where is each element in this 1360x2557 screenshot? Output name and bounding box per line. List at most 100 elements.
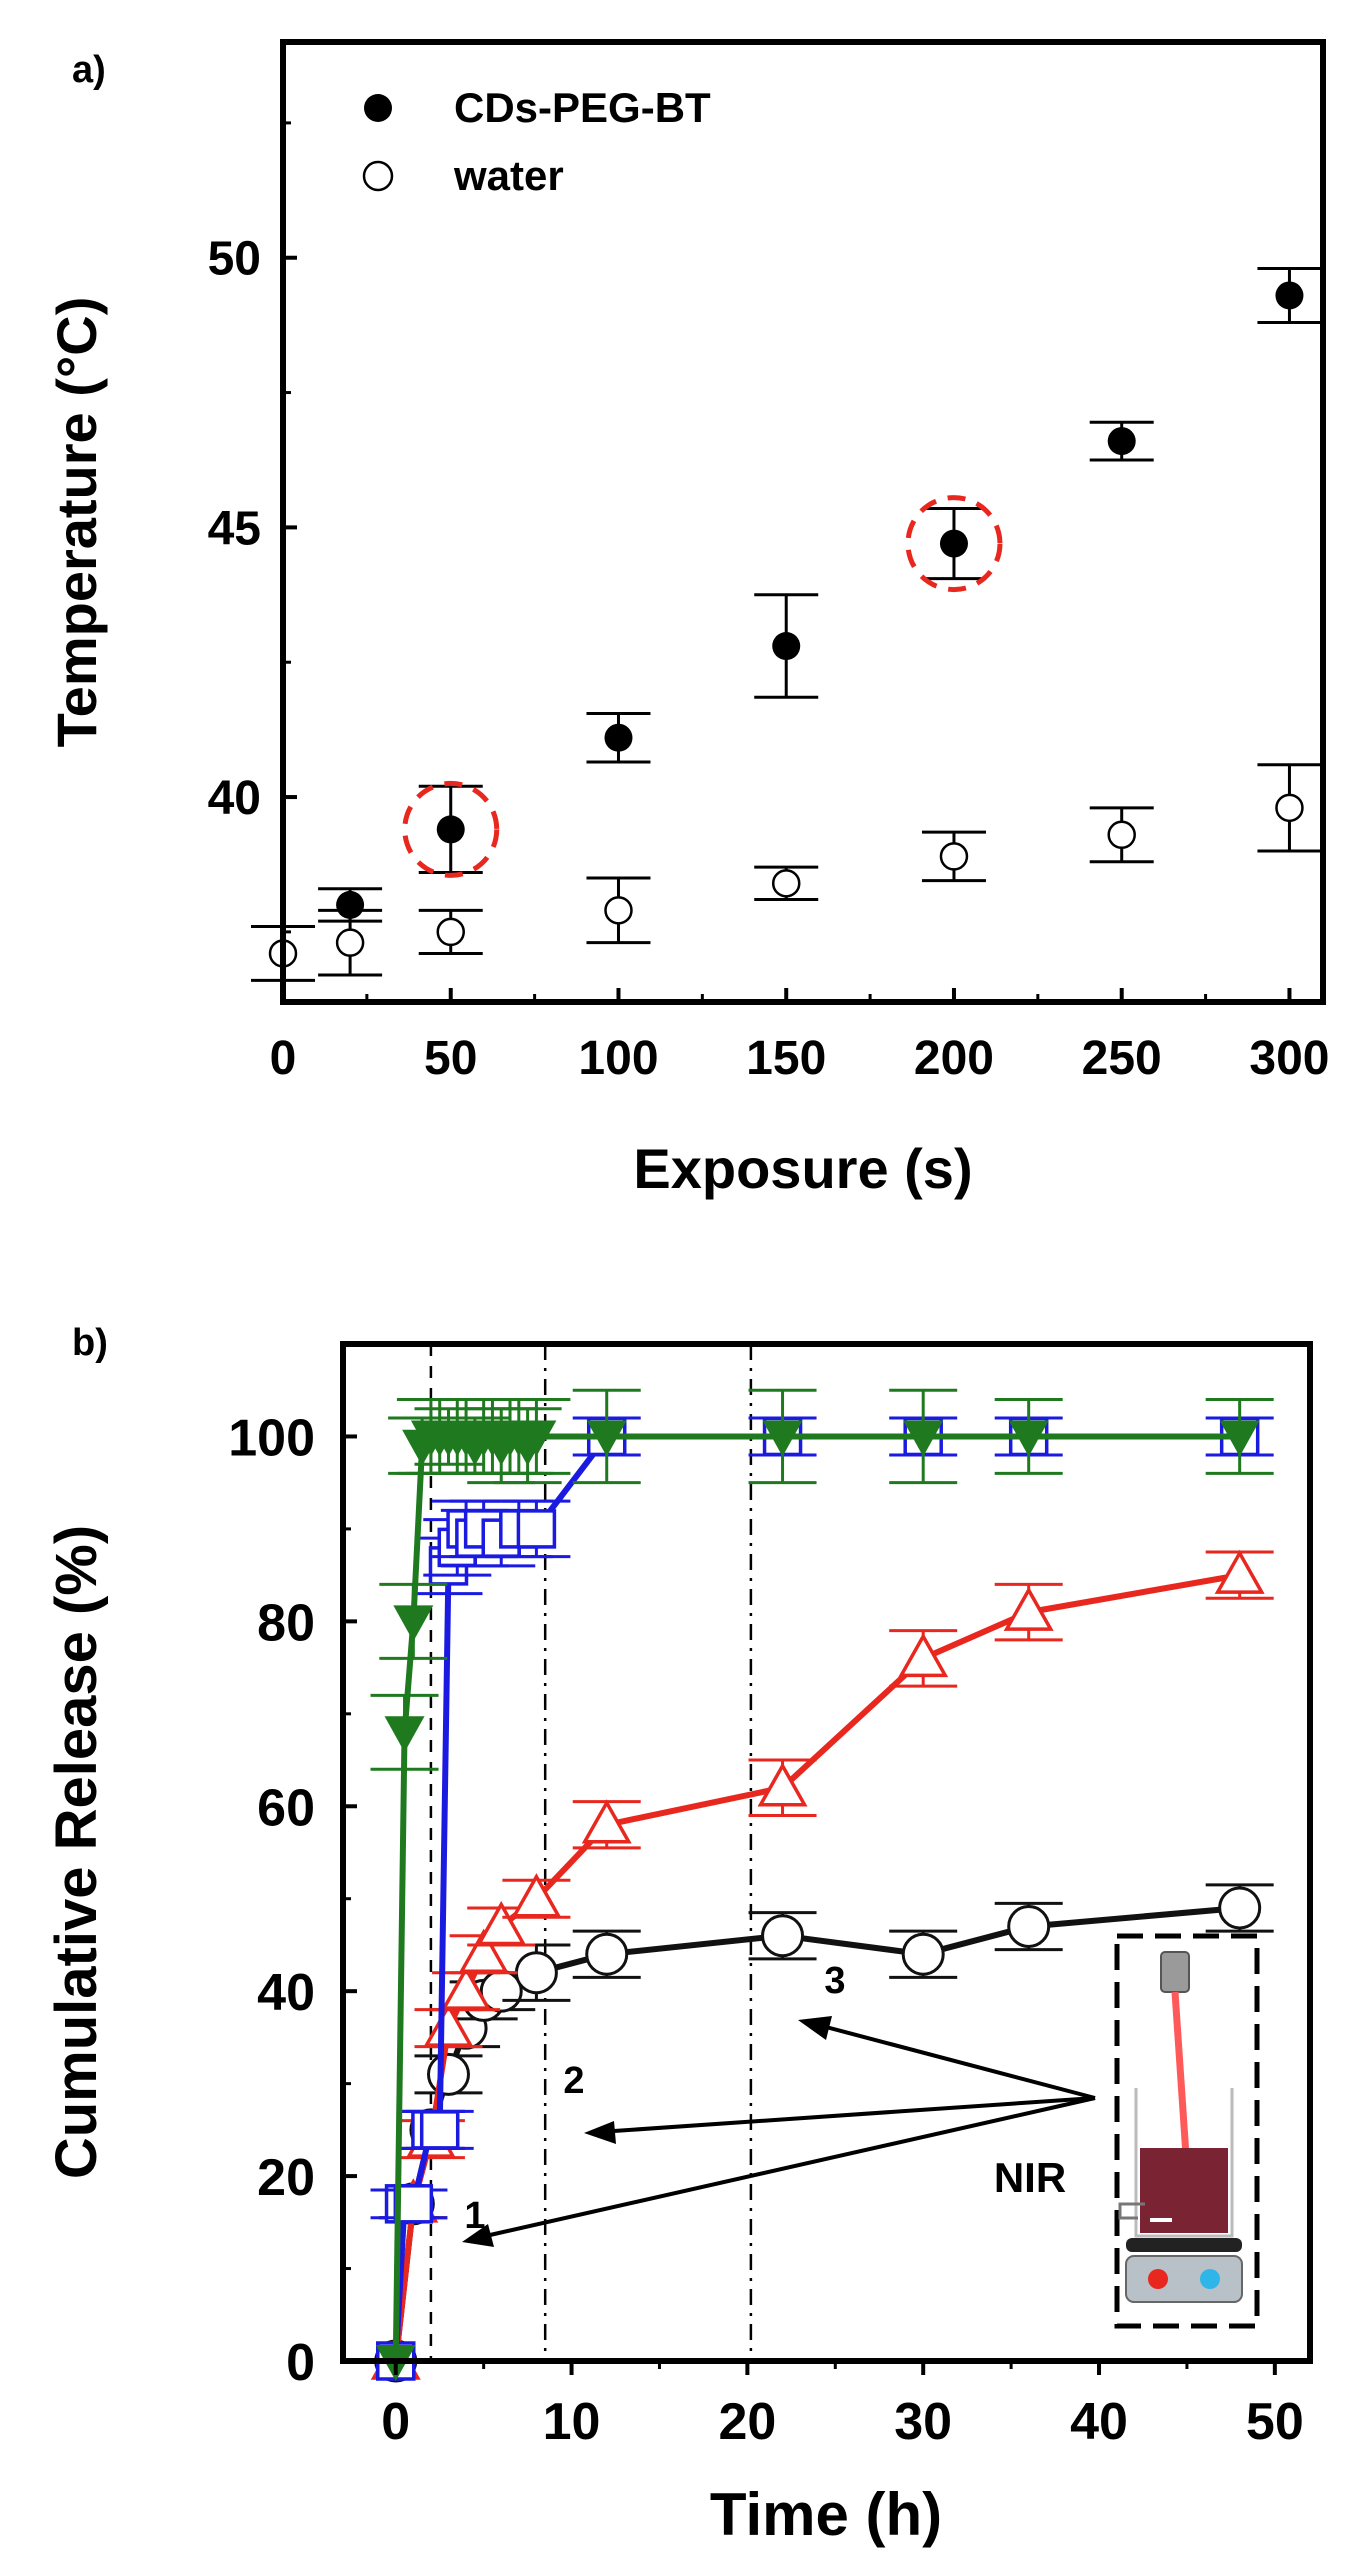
point-water-250 xyxy=(1107,820,1136,850)
arrow-3-head xyxy=(798,2016,832,2040)
point-water-200 xyxy=(939,842,969,871)
panel-a-xlabel: Exposure (s) xyxy=(633,1137,972,1200)
point-red-6 xyxy=(476,1900,527,1946)
stir-bar xyxy=(1150,2218,1172,2222)
point-cds-peg-bt-150 xyxy=(772,632,801,661)
hotplate-top xyxy=(1126,2238,1242,2252)
point-green-16 xyxy=(516,1420,557,1457)
y-tick-label-b-80: 80 xyxy=(257,1594,315,1652)
point-water-300 xyxy=(1275,793,1304,823)
nir-arrows: NIR xyxy=(462,2016,1096,2247)
beaker-icon xyxy=(1134,2088,1234,2238)
point-green-2 xyxy=(393,1605,434,1642)
panel-a-ylabel: Temperature (°C) xyxy=(45,297,108,748)
point-cds-peg-bt-300 xyxy=(1275,281,1304,310)
point-water-50 xyxy=(436,917,465,947)
point-red-8 xyxy=(581,1799,632,1844)
point-cds-peg-bt-100 xyxy=(604,723,633,752)
vline-label-2: 2 xyxy=(563,2060,584,2102)
point-cds-peg-bt-250 xyxy=(1107,427,1136,456)
point-green-18 xyxy=(762,1420,803,1457)
point-black-3 xyxy=(426,2052,470,2096)
point-black-10 xyxy=(901,1932,945,1976)
y-tick-label-a-40: 40 xyxy=(208,772,261,825)
laser-head-icon xyxy=(1160,1951,1190,1993)
panel-a-label: a) xyxy=(72,49,106,91)
y-tick-label-a-50: 50 xyxy=(208,233,261,286)
legend-marker-water xyxy=(362,160,394,192)
x-tick-label-a-300: 300 xyxy=(1249,1032,1329,1085)
x-tick-label-b-30: 30 xyxy=(894,2393,952,2451)
point-blue-12 xyxy=(516,1509,557,1549)
point-red-10 xyxy=(898,1632,949,1678)
point-cds-peg-bt-200 xyxy=(939,529,968,558)
x-tick-label-a-250: 250 xyxy=(1082,1032,1162,1085)
panel-b-marks xyxy=(370,1388,1274,2383)
point-red-12 xyxy=(1214,1549,1265,1594)
point-green-1 xyxy=(384,1716,425,1753)
point-red-7 xyxy=(511,1873,562,1918)
arrow-2 xyxy=(613,2096,1096,2133)
panel-b-ylabel: Cumulative Release (%) xyxy=(44,1525,109,2179)
y-tick-label-a-45: 45 xyxy=(208,502,261,555)
x-tick-label-b-20: 20 xyxy=(718,2393,776,2451)
legend-label-cds-peg-bt: CDs-PEG-BT xyxy=(454,84,711,131)
vline-label-1: 1 xyxy=(464,2195,485,2237)
point-cds-peg-bt-50 xyxy=(436,815,465,844)
x-tick-label-a-50: 50 xyxy=(424,1032,477,1085)
point-blue-4 xyxy=(419,2110,460,2150)
stirrer-knob-blue-icon xyxy=(1200,2269,1220,2289)
point-green-20 xyxy=(1008,1420,1049,1457)
arrow-3 xyxy=(825,2025,1096,2100)
panel-b-frame xyxy=(340,1341,1313,2364)
highlight-circle-2 xyxy=(905,495,1003,593)
point-black-9 xyxy=(761,1914,805,1958)
point-black-11 xyxy=(1007,1904,1051,1948)
x-tick-label-a-100: 100 xyxy=(578,1032,658,1085)
panel-a-frame xyxy=(280,39,1326,1005)
arrow-2-head xyxy=(584,2121,616,2144)
point-green-21 xyxy=(1219,1420,1260,1457)
point-red-11 xyxy=(1003,1586,1054,1631)
x-tick-label-b-50: 50 xyxy=(1246,2393,1304,2451)
point-water-20 xyxy=(335,928,365,957)
legend-marker-cds-peg-bt xyxy=(364,94,392,122)
x-tick-label-b-0: 0 xyxy=(381,2393,410,2451)
panel-a-marks xyxy=(251,267,1322,982)
panel-a-ticks: 0 50 100 150 200 250 300 40 45 50 xyxy=(208,121,1329,1085)
vline-label-3: 3 xyxy=(824,1960,845,2002)
point-red-9 xyxy=(757,1762,808,1807)
x-tick-label-b-10: 10 xyxy=(543,2393,601,2451)
highlight-circle-1 xyxy=(402,780,500,878)
point-black-7 xyxy=(514,1951,558,1995)
y-tick-label-b-0: 0 xyxy=(286,2334,315,2392)
y-tick-label-b-20: 20 xyxy=(257,2149,315,2207)
nir-label: NIR xyxy=(994,2154,1066,2201)
panel-a-legend: CDs-PEG-BT water xyxy=(362,84,711,199)
point-green-17 xyxy=(586,1420,627,1457)
arrow-1-head xyxy=(462,2224,494,2247)
x-tick-label-b-40: 40 xyxy=(1070,2393,1128,2451)
x-tick-label-a-200: 200 xyxy=(914,1032,994,1085)
point-black-8 xyxy=(585,1932,629,1976)
legend-label-water: water xyxy=(453,152,564,199)
point-green-19 xyxy=(903,1420,944,1457)
point-red-5 xyxy=(458,1928,509,1973)
panel-b-xlabel: Time (h) xyxy=(710,2481,942,2548)
thermometer-probe xyxy=(1118,2202,1145,2220)
point-water-150 xyxy=(771,869,801,898)
stirrer-knob-red-icon xyxy=(1148,2269,1168,2289)
x-tick-label-a-0: 0 xyxy=(270,1032,297,1085)
point-red-4 xyxy=(441,1965,492,2010)
stirrer-plate-icon xyxy=(1125,2255,1243,2303)
nir-setup-inset xyxy=(1114,1933,1260,2329)
point-cds-peg-bt-20 xyxy=(336,890,365,919)
point-water-100 xyxy=(604,896,633,925)
point-red-3 xyxy=(423,2002,474,2047)
point-black-12 xyxy=(1218,1886,1262,1930)
panel-b-label: b) xyxy=(72,1322,108,1364)
y-tick-label-b-100: 100 xyxy=(228,1409,315,1467)
x-tick-label-a-150: 150 xyxy=(746,1032,826,1085)
